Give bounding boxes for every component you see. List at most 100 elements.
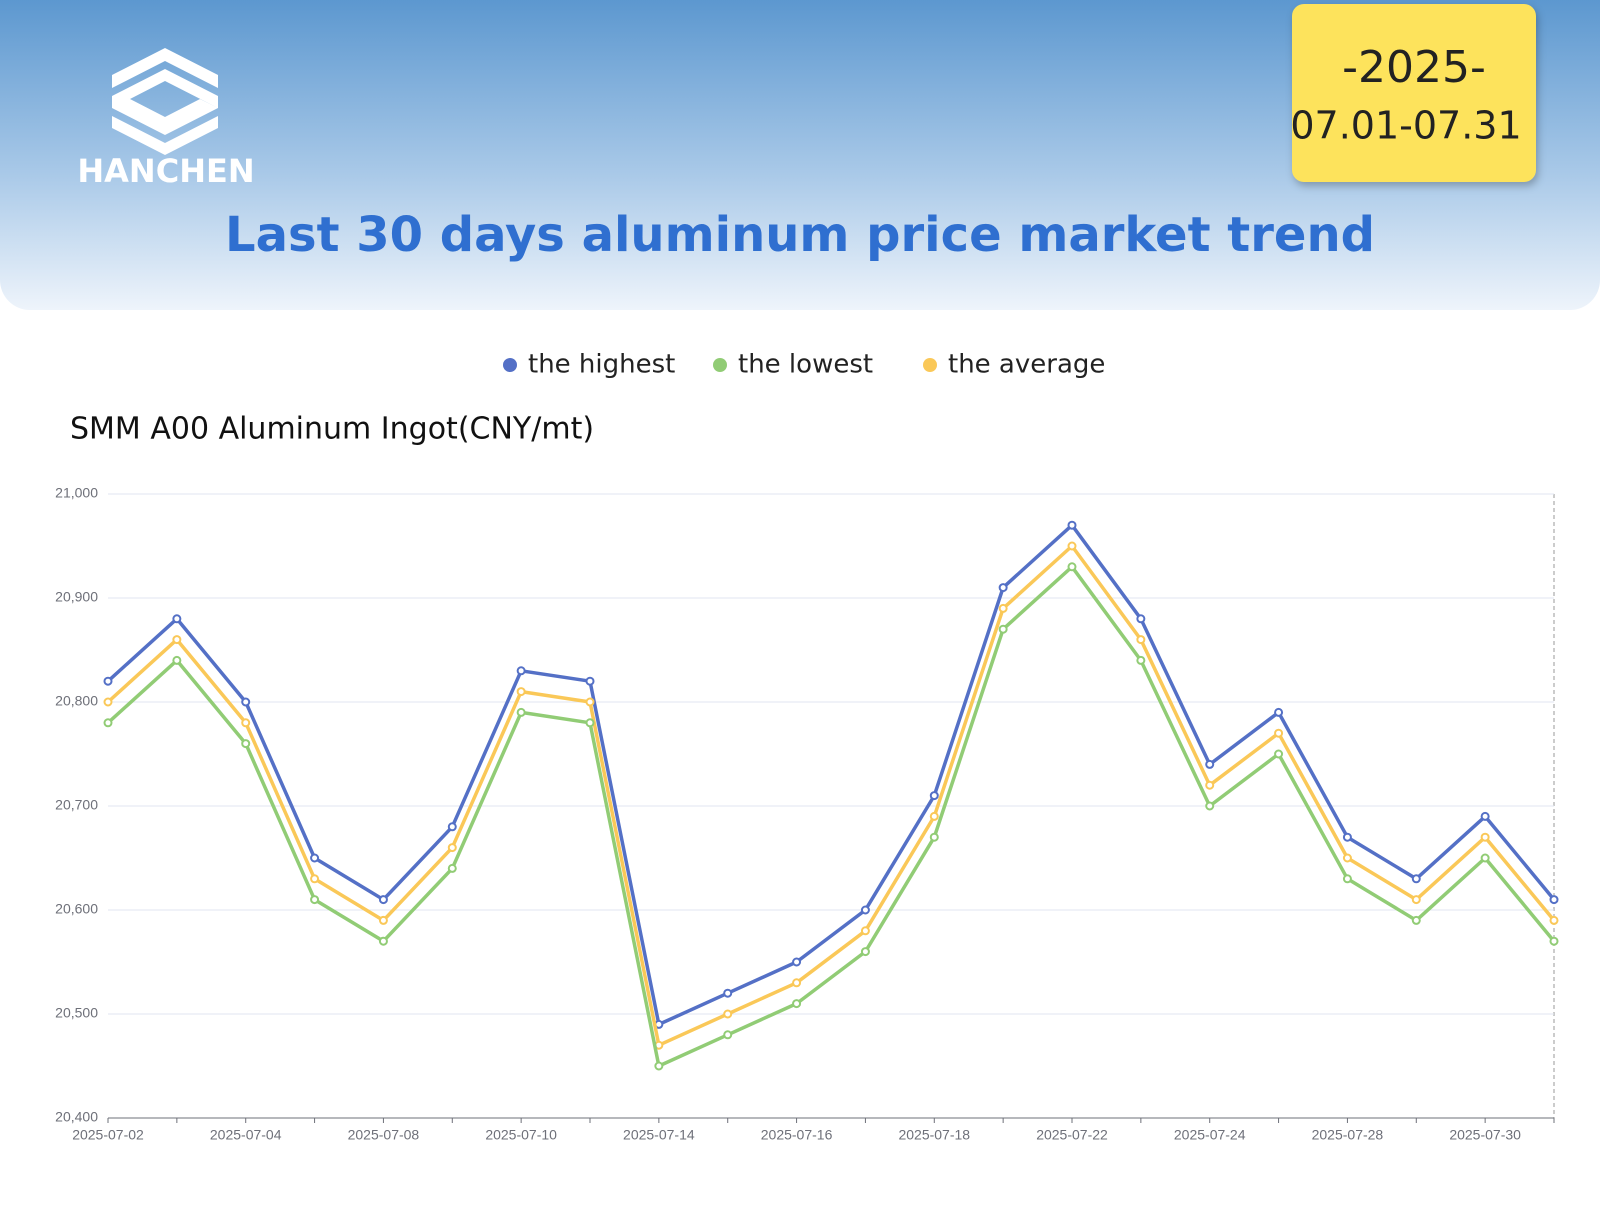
y-tick-label: 21,000	[55, 485, 98, 501]
main-title: Last 30 days aluminum price market trend	[225, 207, 1375, 263]
x-tick-label: 2025-07-24	[1174, 1127, 1246, 1143]
y-tick-label: 20,500	[55, 1005, 98, 1021]
y-tick-label: 20,800	[55, 693, 98, 709]
legend-label: the average	[948, 350, 1105, 380]
point	[1274, 749, 1284, 759]
point	[103, 697, 113, 707]
point	[792, 978, 802, 988]
x-tick-label: 2025-07-14	[623, 1127, 695, 1143]
point	[585, 697, 595, 707]
date-range: 07.01-07.31	[1290, 104, 1521, 148]
x-tick-label: 2025-07-10	[485, 1127, 557, 1143]
x-tick-label: 2025-07-04	[210, 1127, 282, 1143]
point	[1067, 520, 1077, 530]
x-tick-label: 2025-07-22	[1036, 1127, 1108, 1143]
point	[310, 895, 320, 905]
logo-text: HANCHEN	[77, 152, 254, 190]
header-band	[0, 0, 1600, 310]
point	[860, 926, 870, 936]
point	[998, 624, 1008, 634]
point	[516, 666, 526, 676]
point	[929, 811, 939, 821]
point	[378, 895, 388, 905]
point	[1411, 915, 1421, 925]
point	[1480, 853, 1490, 863]
point	[241, 739, 251, 749]
point	[378, 915, 388, 925]
point	[1411, 895, 1421, 905]
point	[516, 687, 526, 697]
point	[1205, 801, 1215, 811]
y-tick-label: 20,900	[55, 589, 98, 605]
y-tick-label: 20,400	[55, 1109, 98, 1125]
point	[998, 583, 1008, 593]
point	[585, 718, 595, 728]
y-tick-label: 20,600	[55, 901, 98, 917]
point	[447, 863, 457, 873]
point	[1411, 874, 1421, 884]
point	[1067, 541, 1077, 551]
y-tick-label: 20,700	[55, 797, 98, 813]
point	[447, 843, 457, 853]
series-line	[106, 544, 1556, 1047]
point	[1549, 936, 1559, 946]
point	[1136, 614, 1146, 624]
point	[172, 614, 182, 624]
legend-label: the lowest	[738, 350, 873, 380]
point	[860, 905, 870, 915]
point	[723, 1030, 733, 1040]
point	[860, 947, 870, 957]
point	[1274, 707, 1284, 717]
point	[1205, 759, 1215, 769]
point	[1480, 811, 1490, 821]
x-tick-label: 2025-07-08	[348, 1127, 420, 1143]
point	[378, 936, 388, 946]
x-tick-label: 2025-07-02	[72, 1127, 144, 1143]
series-line	[106, 523, 1556, 1027]
point	[1342, 853, 1352, 863]
point	[929, 832, 939, 842]
point	[1549, 915, 1559, 925]
point	[1136, 655, 1146, 665]
year: -2025-	[1342, 42, 1486, 93]
point	[1342, 874, 1352, 884]
point	[998, 603, 1008, 613]
point	[1274, 728, 1284, 738]
x-tick-label: 2025-07-30	[1449, 1127, 1521, 1143]
point	[172, 655, 182, 665]
point	[310, 874, 320, 884]
series-line	[106, 565, 1556, 1068]
point	[103, 718, 113, 728]
point	[1136, 635, 1146, 645]
point	[310, 853, 320, 863]
point	[1342, 832, 1352, 842]
legend-label: the highest	[528, 350, 675, 380]
point	[241, 697, 251, 707]
x-tick-label: 2025-07-16	[761, 1127, 833, 1143]
point	[1480, 832, 1490, 842]
x-tick-label: 2025-07-18	[898, 1127, 970, 1143]
point	[723, 988, 733, 998]
point	[585, 676, 595, 686]
legend-dot	[713, 358, 727, 372]
point	[516, 707, 526, 717]
point	[172, 635, 182, 645]
point	[1549, 895, 1559, 905]
point	[654, 1061, 664, 1071]
point	[1205, 780, 1215, 790]
x-tick-label: 2025-07-28	[1312, 1127, 1384, 1143]
point	[103, 676, 113, 686]
chart-title: SMM A00 Aluminum Ingot(CNY/mt)	[70, 412, 594, 447]
point	[1067, 562, 1077, 572]
legend-dot	[503, 358, 517, 372]
point	[792, 999, 802, 1009]
logo-icon	[112, 48, 218, 155]
point	[792, 957, 802, 967]
point	[929, 791, 939, 801]
date-box	[1292, 4, 1536, 182]
point	[241, 718, 251, 728]
legend-dot	[923, 358, 937, 372]
point	[447, 822, 457, 832]
point	[723, 1009, 733, 1019]
